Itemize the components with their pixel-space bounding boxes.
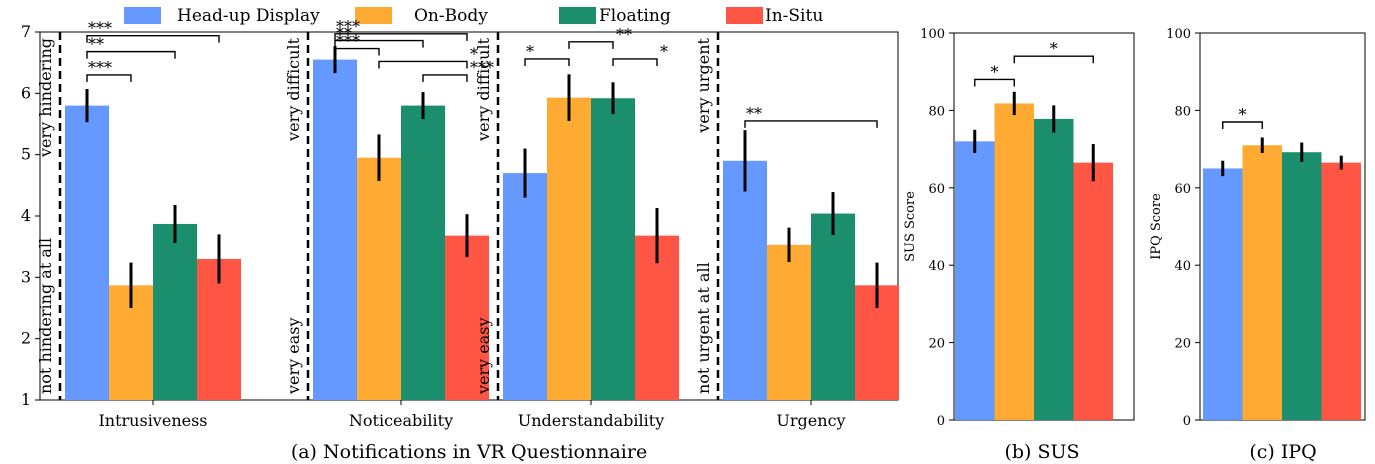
significance-label: ** (746, 104, 762, 123)
significance-bracket (612, 58, 658, 66)
bar (313, 59, 357, 400)
significance-label: ** (336, 24, 352, 43)
significance-label: *** (336, 17, 360, 36)
scale-label-bottom: not hindering at all (36, 238, 55, 394)
significance-label: * (660, 42, 668, 61)
significance-bracket (86, 74, 132, 82)
scale-label-top: very difficult (474, 37, 493, 142)
bar (1203, 168, 1243, 420)
legend-swatch (355, 7, 392, 24)
panel-sus: 0 20 40 60 80 100 SUS Score * * (b) SUS (903, 27, 1135, 463)
bar (357, 157, 401, 400)
bar (153, 223, 197, 400)
bar (1242, 145, 1282, 421)
y-tick-label: 20 (928, 337, 945, 352)
legend-swatch (726, 7, 763, 24)
y-tick-label: 0 (1183, 414, 1191, 429)
bar (1034, 118, 1074, 420)
y-tick-label: 0 (937, 414, 945, 429)
y-tick-label: 6 (21, 83, 31, 102)
significance-bracket (422, 74, 468, 82)
legend-label: On-Body (414, 6, 488, 26)
significance-bracket (744, 120, 878, 128)
y-tick-label: 20 (1174, 337, 1191, 352)
bar (547, 97, 591, 401)
y-tick-label: 40 (1174, 259, 1191, 274)
panel-notifications-questionnaire: 1 2 3 4 5 6 7 very hindering not hindering at al… (21, 17, 899, 463)
bar (445, 235, 489, 400)
y-tick-label: 80 (1174, 104, 1191, 119)
significance-label: *** (88, 58, 112, 77)
bar (401, 105, 445, 400)
significance-bracket (86, 34, 220, 43)
x-tick-label: Understandability (518, 411, 664, 430)
y-tick-label: 3 (21, 267, 31, 286)
significance-bracket (1013, 55, 1094, 64)
bar (65, 105, 109, 400)
bar (811, 213, 855, 400)
panel-caption: (a) Notifications in VR Questionnaire (291, 441, 647, 463)
significance-bracket (334, 47, 380, 56)
legend-swatch (124, 7, 161, 24)
bar (1321, 162, 1361, 420)
significance-label: * (470, 44, 478, 63)
y-tick-label: 80 (928, 104, 945, 119)
y-tick-label: 100 (920, 27, 945, 42)
bar (955, 141, 995, 421)
significance-label: * (991, 62, 999, 81)
significance-bracket (974, 78, 1015, 87)
panel-caption: (c) IPQ (1249, 441, 1316, 463)
legend-label: Floating (599, 6, 671, 26)
significance-label: *** (336, 32, 360, 51)
significance-bracket (378, 60, 468, 69)
panel-caption: (b) SUS (1004, 441, 1079, 463)
significance-bracket (1222, 121, 1263, 130)
significance-label: * (526, 42, 534, 61)
bar (1282, 152, 1322, 421)
bar (994, 103, 1034, 421)
y-axis-label: IPQ Score (1149, 193, 1164, 260)
significance-label: * (1239, 105, 1247, 124)
legend: Head-up Display On-Body Floating In-Situ (124, 6, 823, 26)
x-tick-label: Urgency (776, 411, 845, 430)
y-tick-label: 1 (21, 390, 31, 409)
y-tick-label: 7 (21, 22, 31, 41)
y-tick-label: 5 (21, 145, 31, 164)
y-axis-label: SUS Score (903, 191, 918, 262)
legend-label: Head-up Display (177, 6, 320, 26)
panel-ipq: 0 20 40 60 80 100 IPQ Score * (c) IPQ (1149, 27, 1366, 463)
scale-label-top: very difficult (284, 37, 303, 142)
y-tick-label: 2 (21, 329, 31, 348)
significance-bracket (568, 41, 614, 49)
y-tick-label: 100 (1166, 27, 1191, 42)
significance-label: *** (88, 19, 112, 38)
significance-label: *** (470, 58, 494, 77)
significance-bracket (334, 39, 424, 48)
y-tick-label: 40 (928, 259, 945, 274)
bar (591, 98, 635, 401)
bar (723, 160, 767, 400)
bar (1073, 162, 1113, 420)
significance-label: * (1050, 39, 1058, 58)
x-tick-label: Intrusiveness (98, 411, 207, 430)
y-tick-label: 60 (1174, 182, 1191, 197)
bar (767, 244, 811, 400)
legend-swatch (559, 7, 596, 24)
scale-label-bottom: very easy (474, 317, 493, 395)
scale-label-top: very urgent (694, 37, 713, 133)
significance-label: ** (88, 35, 104, 54)
significance-bracket (334, 33, 468, 41)
scale-label-bottom: not urgent at all (694, 262, 713, 394)
y-tick-label: 60 (928, 182, 945, 197)
significance-bracket (524, 58, 570, 66)
x-tick-label: Noticeability (349, 411, 453, 430)
significance-bracket (86, 50, 176, 59)
bar (503, 173, 547, 400)
y-tick-label: 4 (21, 206, 31, 225)
significance-label: ** (616, 25, 632, 44)
legend-label: In-Situ (765, 6, 823, 26)
scale-label-top: very hindering (36, 38, 55, 158)
scale-label-bottom: very easy (284, 317, 303, 395)
